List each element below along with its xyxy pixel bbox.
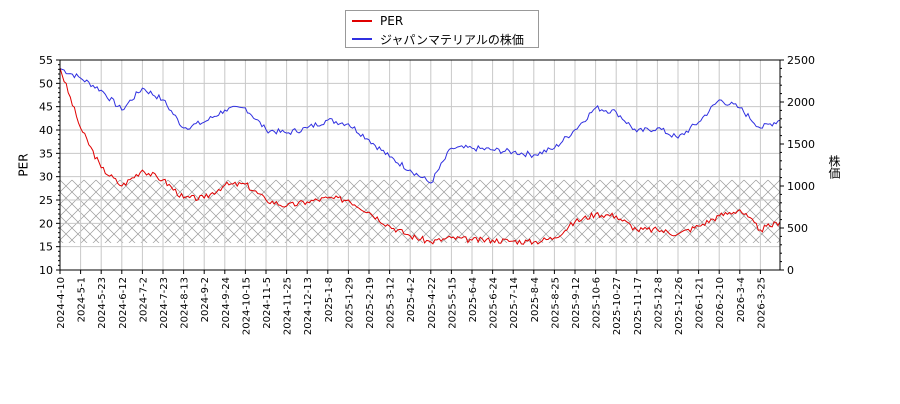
legend-swatch-red (352, 20, 372, 22)
x-tick-label: 2025-6-24 (489, 277, 500, 329)
price-line (60, 67, 780, 184)
x-tick-label: 2025-12-26 (674, 277, 685, 335)
x-tick-label: 2025-2-19 (365, 277, 376, 329)
x-tick-label: 2024-11-5 (262, 277, 273, 329)
y-tick-label: 45 (39, 101, 53, 114)
y-tick-label: 40 (39, 124, 53, 137)
x-tick-label: 2025-10-6 (592, 277, 603, 329)
y-tick-label: 15 (39, 241, 53, 254)
x-tick-label: 2024-12-13 (303, 277, 314, 335)
x-tick-label: 2025-4-22 (427, 277, 438, 329)
x-tick-label: 2025-5-15 (447, 277, 458, 329)
y-tick-label: 20 (39, 217, 53, 230)
legend-item-per: PER (350, 12, 403, 30)
y2-tick-label: 0 (787, 264, 794, 277)
y-tick-label: 25 (39, 194, 53, 207)
x-tick-label: 2024-6-12 (118, 277, 129, 329)
x-tick-label: 2024-7-2 (138, 277, 149, 322)
x-tick-label: 2026-3-4 (736, 277, 747, 322)
x-tick-label: 2026-3-25 (756, 277, 767, 329)
y2-tick-label: 2500 (787, 54, 815, 67)
x-tick-label: 2024-4-10 (56, 277, 67, 329)
x-tick-label: 2025-8-25 (550, 277, 561, 329)
x-tick-label: 2025-1-8 (324, 277, 335, 322)
y-tick-label: 50 (39, 77, 53, 90)
legend-label: PER (380, 14, 404, 28)
y-tick-label: 10 (39, 264, 53, 277)
y2-tick-label: 1000 (787, 180, 815, 193)
per-line (60, 67, 780, 246)
x-tick-label: 2025-4-2 (406, 277, 417, 322)
x-tick-label: 2025-9-12 (571, 277, 582, 329)
legend-swatch-blue (352, 38, 372, 40)
x-tick-label: 2024-11-25 (283, 277, 294, 335)
y-tick-label: 30 (39, 171, 53, 184)
x-tick-label: 2024-9-2 (200, 277, 211, 322)
x-tick-label: 2025-7-14 (509, 277, 520, 329)
y2-tick-label: 500 (787, 222, 808, 235)
y2-tick-label: 2000 (787, 96, 815, 109)
y-axis-title: PER (16, 153, 31, 177)
x-tick-label: 2025-1-29 (344, 277, 355, 329)
x-tick-label: 2025-11-17 (633, 277, 644, 335)
hatched-band (60, 179, 780, 243)
y2-tick-label: 1500 (787, 138, 815, 151)
x-tick-label: 2026-1-21 (695, 277, 706, 329)
x-tick-label: 2025-12-8 (653, 277, 664, 329)
y-tick-label: 55 (39, 54, 53, 67)
x-tick-label: 2024-5-1 (77, 277, 88, 322)
y2-axis-title: 株価 (827, 155, 841, 179)
x-tick-label: 2024-5-23 (97, 277, 108, 329)
x-tick-label: 2025-6-4 (468, 277, 479, 322)
x-tick-label: 2026-2-10 (715, 277, 726, 329)
legend-item-price: ジャパンマテリアルの株価 (350, 30, 524, 48)
x-tick-label: 2024-10-15 (241, 277, 252, 335)
x-tick-label: 2025-3-12 (386, 277, 397, 329)
plot-frame (59, 59, 781, 271)
y-tick-label: 35 (39, 147, 53, 160)
x-tick-label: 2024-8-13 (180, 277, 191, 329)
x-tick-label: 2025-10-27 (612, 277, 623, 335)
legend: PER ジャパンマテリアルの株価 (345, 10, 539, 48)
x-tick-label: 2024-9-24 (221, 277, 232, 329)
x-tick-label: 2024-7-23 (159, 277, 170, 329)
x-tick-label: 2025-8-4 (530, 277, 541, 322)
legend-label: ジャパンマテリアルの株価 (380, 32, 524, 47)
